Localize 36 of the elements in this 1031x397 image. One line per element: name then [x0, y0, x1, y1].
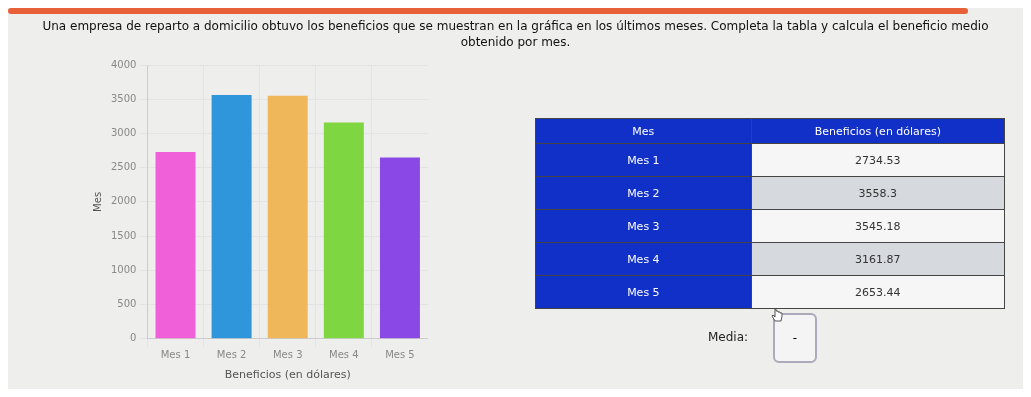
- text: 3558.3: [751, 176, 1005, 210]
- x-tick-label: Mes 4: [329, 349, 359, 361]
- x-tick-label: Mes 3: [272, 349, 303, 361]
- text: Mes 4: [535, 242, 752, 276]
- text: Beneficios (en dólares): [751, 118, 1005, 144]
- y-tick-label: 2000: [111, 195, 137, 207]
- text: Una empresa de reparto a domicilio obtuvo los beneficios que se muestran en la gráfica en los últimos meses. Completa la tabla y calcula el beneficio medio obtenido por mes.: [41, 18, 990, 50]
- y-tick-label: 1000: [111, 263, 137, 275]
- bar: [267, 95, 308, 339]
- text: Mes 5: [535, 275, 752, 309]
- text: -: [773, 313, 817, 363]
- y-tick-label: 500: [117, 298, 137, 310]
- text: 3545.18: [751, 209, 1005, 243]
- text: Media:: [708, 330, 749, 344]
- bar: [379, 157, 420, 339]
- bar: [211, 95, 252, 339]
- y-tick-label: 4000: [111, 58, 137, 70]
- y-tick-label: 2500: [111, 161, 137, 173]
- y-tick-label: 3500: [111, 92, 137, 104]
- text: 3161.87: [751, 242, 1005, 276]
- x-tick-label: Mes 1: [160, 349, 191, 361]
- y-axis-title: Mes: [91, 191, 103, 212]
- bar: [155, 151, 196, 339]
- text: Mes 2: [535, 176, 752, 210]
- x-axis-title: Beneficios (en dólares): [224, 368, 351, 382]
- x-tick-label: Mes 2: [216, 349, 247, 361]
- text: 2734.53: [751, 143, 1005, 177]
- y-tick-label: 0: [130, 332, 137, 344]
- bar: [323, 122, 364, 339]
- text: Mes: [535, 118, 752, 144]
- y-tick-label: 1500: [111, 229, 137, 241]
- text: Mes 1: [535, 143, 752, 177]
- text: Mes 3: [535, 209, 752, 243]
- text: 2653.44: [751, 275, 1005, 309]
- y-tick-label: 3000: [111, 127, 137, 139]
- x-tick-label: Mes 5: [385, 349, 415, 361]
